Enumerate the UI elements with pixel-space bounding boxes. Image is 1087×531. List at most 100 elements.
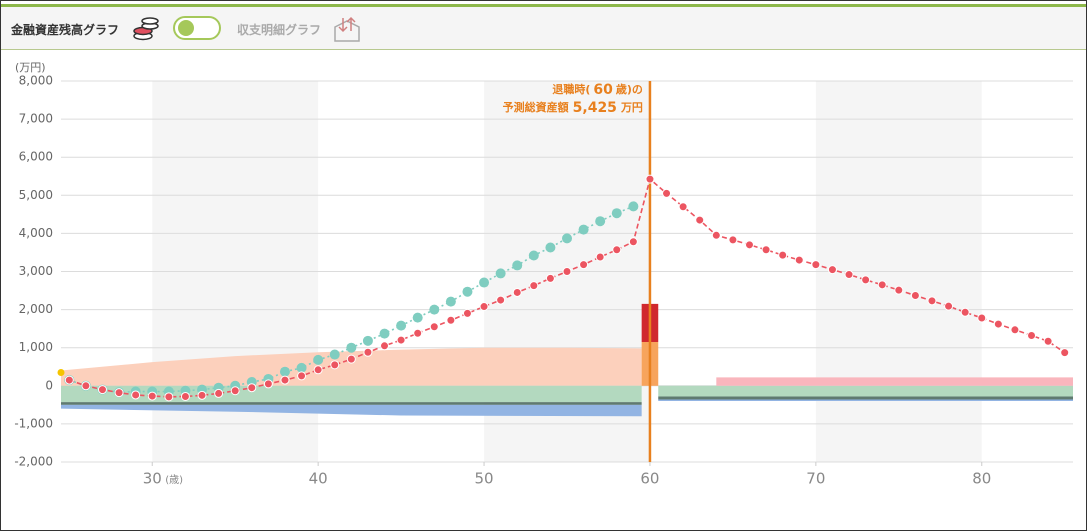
data-point [180,391,190,401]
data-point [263,379,273,389]
data-point [164,392,174,402]
data-point [346,342,357,353]
data-point [1010,325,1020,335]
data-point [728,235,738,245]
data-point [761,245,771,255]
data-point [313,365,323,375]
data-point [396,335,406,345]
data-point [877,280,887,290]
data-point [910,291,920,301]
y-unit: (万円) [15,61,46,74]
data-point [313,354,324,365]
data-point [462,308,472,318]
area [61,404,642,417]
y-tick-label: 3,000 [19,264,53,278]
data-point [977,313,987,323]
y-tick-label: 5,000 [19,188,53,202]
data-point [528,250,539,261]
data-point [595,216,606,227]
data-point [927,296,937,306]
data-point [512,287,522,297]
data-point [214,388,224,398]
data-point [396,320,407,331]
data-point [612,245,622,255]
y-tick-label: 8,000 [19,74,53,88]
data-point [379,328,390,339]
x-tick-label: 80 [972,470,991,488]
retirement-note: 予測総資産額 5,425 万円 [503,100,643,116]
data-point [280,375,290,385]
coin-icon [133,17,159,41]
data-point [445,296,456,307]
data-point [529,281,539,291]
data-point [329,349,340,360]
data-point [628,237,638,247]
data-point [695,215,705,225]
note-unit: 万円 [620,101,643,114]
data-point [479,302,489,312]
data-point [794,255,804,265]
data-point [197,390,207,400]
y-tick-label: -1,000 [14,416,53,430]
data-point [297,371,307,381]
retirement-note: 退職時(60 歳)の [552,82,643,98]
area [658,399,1073,402]
data-point [827,265,837,275]
toggle[interactable] [173,16,221,40]
data-point [579,260,589,270]
data-point [1027,331,1037,341]
note-text: 退職時( [552,82,590,96]
data-point [413,328,423,338]
y-tick-label: 0 [45,378,53,392]
tab-title[interactable]: 金融資産残高グラフ [11,23,120,37]
data-point [363,347,373,357]
y-tick-label: 6,000 [19,150,53,164]
data-point [512,260,523,271]
note-text: 歳)の [616,82,643,96]
data-point [496,295,506,305]
start-marker [57,368,65,376]
x-tick-label: 40 [309,470,328,488]
data-point [993,319,1003,329]
x-tick-label: 50 [475,470,494,488]
data-point [744,240,754,250]
data-point [114,388,124,398]
data-point [346,354,356,364]
data-point [429,322,439,332]
data-point [446,315,456,325]
data-point [545,242,556,253]
tab-alt-title[interactable]: 収支明細グラフ [237,23,322,37]
data-point [960,307,970,317]
data-point [479,277,490,288]
data-point [628,201,639,212]
x-tick-label: 30 [143,470,162,488]
data-point [131,390,141,400]
data-point [545,273,555,283]
area [658,396,1073,400]
data-point [330,360,340,370]
data-point [611,208,622,219]
y-tick-label: 7,000 [19,112,53,126]
data-point [562,233,572,244]
data-point [412,312,423,323]
detail-icon [334,16,360,42]
data-point [844,270,854,280]
note-age: 60 [593,82,613,98]
data-point [380,341,390,351]
data-point [1060,348,1070,358]
y-tick-label: 4,000 [19,226,53,240]
x-tick-label: 70 [806,470,825,488]
data-point [147,391,157,401]
area [61,347,642,386]
data-point [230,386,240,396]
data-point [595,252,605,262]
data-point [894,285,904,295]
data-point [578,224,589,235]
data-point [462,286,473,297]
note-text: 予測総資産額 [503,100,569,114]
data-point [711,230,721,240]
area [658,385,1073,397]
data-point [279,366,290,377]
